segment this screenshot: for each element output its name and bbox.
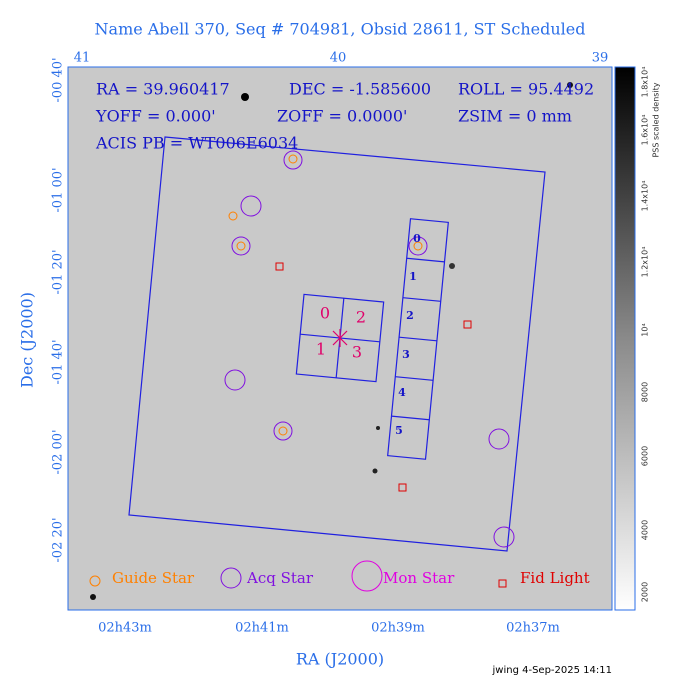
info-line: DEC = -1.585600 <box>289 80 431 99</box>
title: Name Abell 370, Seq # 704981, Obsid 2861… <box>95 20 586 39</box>
info-line: RA = 39.960417 <box>96 80 230 99</box>
guide-stars <box>228 154 423 436</box>
legend-symbols <box>89 560 507 592</box>
colorbar <box>614 66 636 611</box>
legend-label: Acq Star <box>246 569 314 587</box>
x-axis-label: RA (J2000) <box>296 650 384 669</box>
legend-label: Guide Star <box>112 569 195 587</box>
chip-label: 2 <box>356 308 366 327</box>
colorbar-tick-label: 10⁴ <box>641 323 650 336</box>
x-tick-label: 02h41m <box>235 621 289 636</box>
chip-label: 0 <box>320 304 330 323</box>
top-tick-label: 39 <box>592 51 609 66</box>
y-tick-label: -00 40' <box>51 57 66 102</box>
info-line: YOFF = 0.000' <box>95 107 216 126</box>
colorbar-tick-label: 8000 <box>641 382 650 402</box>
colorbar-tick-label: 4000 <box>641 520 650 540</box>
x-tick-label: 02h39m <box>371 621 425 636</box>
chip-label: 4 <box>398 386 406 399</box>
y-tick-label: -01 00' <box>51 167 66 212</box>
chip-label: 3 <box>402 348 410 361</box>
colorbar-tick-label: 6000 <box>641 446 650 466</box>
chip-label: 0 <box>413 232 421 245</box>
footer: jwing 4-Sep-2025 14:11 <box>492 665 612 676</box>
chip-label: 5 <box>395 424 403 437</box>
y-tick-label: -01 20' <box>51 249 66 294</box>
top-tick-label: 41 <box>74 51 91 66</box>
fid-lights <box>275 262 472 492</box>
colorbar-tick-label: 1.4x10⁴ <box>641 181 650 212</box>
info-line: ZOFF = 0.0000' <box>277 107 407 126</box>
x-tick-label: 02h43m <box>98 621 152 636</box>
chip-label: 1 <box>316 340 326 359</box>
x-tick-label: 02h37m <box>506 621 560 636</box>
plot-frame <box>67 66 613 611</box>
colorbar-tick-label: 1.8x10⁴ <box>641 67 650 98</box>
legend-label: Mon Star <box>383 569 455 587</box>
aimpoint <box>332 329 348 347</box>
chip-label: 3 <box>352 343 362 362</box>
legend-label: Fid Light <box>520 569 590 587</box>
s-array <box>387 218 449 460</box>
acq-stars <box>224 150 515 548</box>
chip-label: 1 <box>409 270 417 283</box>
info-line: ACIS PB = WT006E6034 <box>95 134 298 153</box>
colorbar-tick-label: 1.6x10⁴ <box>641 115 650 146</box>
field-outline <box>128 136 546 552</box>
y-axis-label: Dec (J2000) <box>18 292 37 388</box>
chip-label: 2 <box>406 309 414 322</box>
colorbar-label: PSS scaled density <box>652 82 661 157</box>
info-line: ROLL = 95.4492 <box>458 80 594 99</box>
y-tick-label: -02 00' <box>51 429 66 474</box>
top-tick-label: 40 <box>330 51 347 66</box>
colorbar-tick-label: 2000 <box>641 582 650 602</box>
star-field <box>90 82 573 600</box>
colorbar-tick-label: 1.2x10⁴ <box>641 247 650 278</box>
y-tick-label: -02 20' <box>51 517 66 562</box>
y-tick-label: -01 40' <box>51 339 66 384</box>
info-line: ZSIM = 0 mm <box>458 107 572 126</box>
